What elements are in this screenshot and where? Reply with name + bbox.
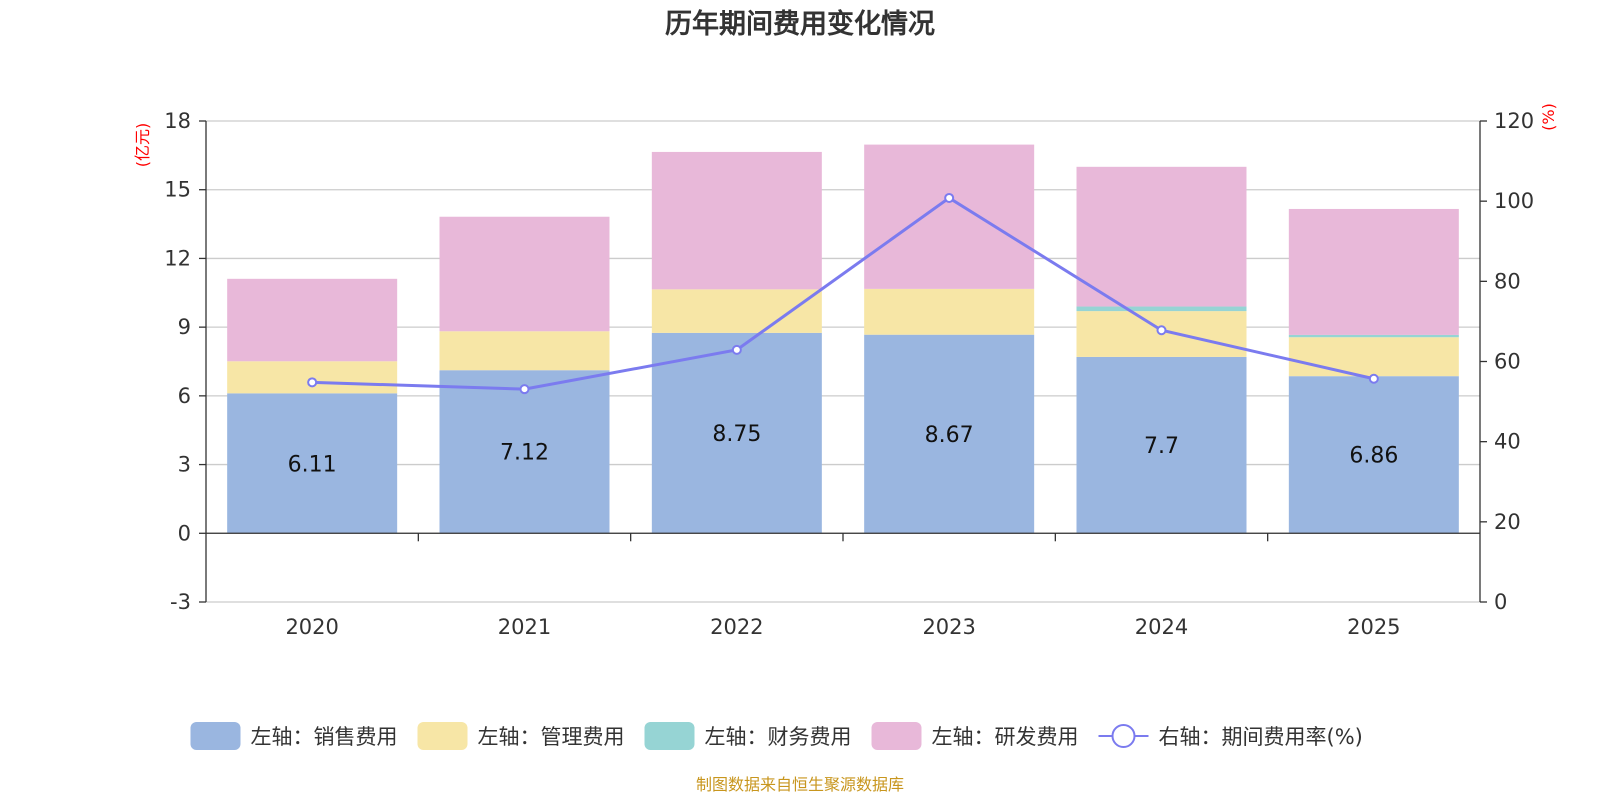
bar-segment: [439, 216, 610, 332]
chart-title: 历年期间费用变化情况: [665, 8, 935, 40]
bar-segment: [1076, 306, 1247, 312]
legend-marker: [1111, 724, 1136, 748]
bar-data-label: 8.75: [712, 422, 761, 447]
legend-swatch: [417, 722, 468, 750]
bar-data-label: 7.7: [1144, 434, 1179, 459]
x-axis-tick-label: 2021: [498, 615, 551, 639]
legend-item: 右轴：期间费用率(%): [1098, 724, 1363, 749]
right-axis-tick-label: 80: [1494, 269, 1521, 293]
rate-point: [731, 344, 742, 355]
left-axis-unit: (亿元): [133, 123, 152, 168]
bar-segment: [227, 393, 398, 534]
legend-item: 左轴：研发费用: [871, 722, 1079, 750]
bar-segment: [651, 289, 822, 333]
bar-segment: [864, 334, 1035, 534]
bar-segment: [651, 332, 822, 534]
bar-segment: [1288, 337, 1459, 377]
bar-segment: [1288, 334, 1459, 338]
bar-segment: [227, 278, 398, 362]
legend-item: 左轴：管理费用: [417, 722, 625, 750]
left-axis-tick-label: 18: [164, 109, 191, 133]
left-axis-tick-label: 9: [178, 315, 191, 339]
bar-segment: [1288, 208, 1459, 335]
legend-label: 左轴：销售费用: [251, 725, 398, 749]
bar-data-label: 8.67: [925, 423, 974, 448]
bar-segment: [227, 361, 398, 394]
legend-label: 左轴：财务费用: [705, 725, 852, 749]
data-labels: 6.11 7.12 8.75 8.67 7.7 6.86: [288, 422, 1399, 477]
legend: 左轴：销售费用 左轴：管理费用 左轴：财务费用 左轴：研发费用 右轴：期间费用率(%): [190, 722, 1363, 750]
bar-segment: [1288, 376, 1459, 534]
rate-point: [519, 384, 530, 395]
x-axis-tick-label: 2020: [285, 615, 338, 639]
bar-data-label: 7.12: [500, 441, 549, 466]
legend-swatch: [644, 722, 695, 750]
right-axis-tick-label: 120: [1494, 109, 1534, 133]
legend-label: 左轴：研发费用: [932, 725, 1079, 749]
left-axis-tick-label: 3: [178, 453, 191, 477]
legend-label: 右轴：期间费用率(%): [1159, 725, 1363, 749]
bar-segment: [864, 288, 1035, 335]
bar-segment: [1076, 356, 1247, 534]
x-axis-tick-label: 2022: [710, 615, 763, 639]
x-axis-tick-label: 2025: [1347, 615, 1400, 639]
x-axis-tick-label: 2024: [1135, 615, 1188, 639]
bar-segment: [864, 144, 1035, 289]
left-axis-tick-label: 12: [164, 246, 191, 270]
bar-segment: [651, 151, 822, 290]
rate-line-series: [307, 192, 1379, 395]
data-source-note: 制图数据来自恒生聚源数据库: [696, 775, 904, 794]
right-axis-unit: (%): [1539, 103, 1558, 131]
bar-segment: [439, 370, 610, 534]
right-axis-tick-label: 60: [1494, 350, 1521, 374]
right-axis-tick-label: 0: [1494, 590, 1507, 614]
legend-item: 左轴：销售费用: [190, 722, 398, 750]
right-axis-tick-label: 20: [1494, 510, 1521, 534]
left-axis-tick-label: 0: [178, 521, 191, 545]
x-axis-tick-label: 2023: [922, 615, 975, 639]
rate-line: [312, 196, 1375, 391]
rate-point: [307, 377, 318, 388]
bar-data-label: 6.86: [1349, 444, 1398, 469]
legend-item: 左轴：财务费用: [644, 722, 852, 750]
right-axis-tick-label: 100: [1494, 189, 1534, 213]
legend-swatch: [871, 722, 922, 750]
legend-swatch: [190, 722, 241, 750]
rate-point: [1156, 325, 1167, 336]
rate-point: [944, 192, 955, 203]
left-axis-tick-label: -3: [170, 590, 191, 614]
rate-point: [1368, 373, 1379, 384]
left-axis-tick-label: 6: [178, 384, 191, 408]
left-axis-tick-label: 15: [164, 178, 191, 202]
bar-data-label: 6.11: [288, 452, 337, 477]
bar-segment: [439, 331, 610, 371]
bar-segment: [1076, 166, 1247, 307]
axes: -3 0 3 6 9 12 15 18 0 20 40 60 80 100 120 2020 2021 2022 2…: [164, 109, 1534, 639]
bar-series: [227, 144, 1459, 534]
legend-label: 左轴：管理费用: [478, 725, 625, 749]
right-axis-tick-label: 40: [1494, 430, 1521, 454]
